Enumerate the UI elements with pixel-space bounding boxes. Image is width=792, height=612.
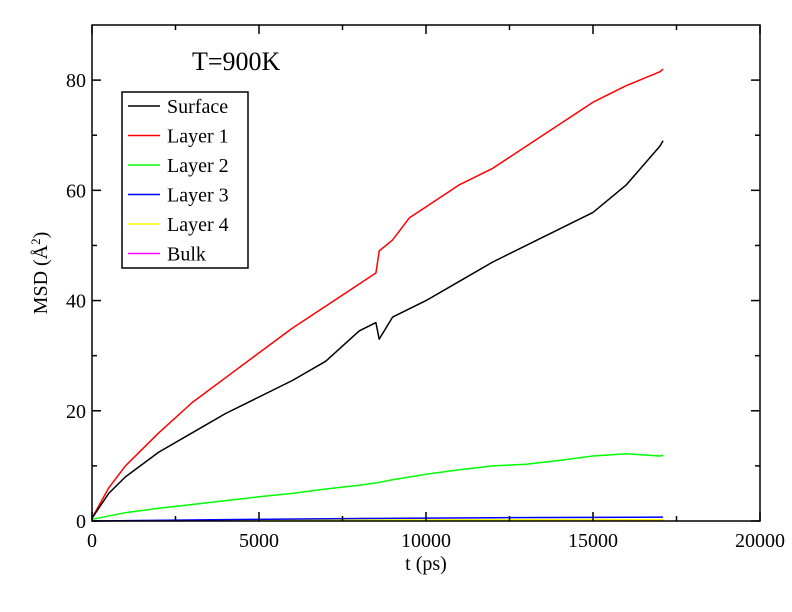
y-axis-label: MSD (Å2) — [28, 232, 53, 315]
legend: Surface Layer 1 Layer 2 Layer 3 Layer 4 Bulk — [121, 91, 249, 269]
legend-label: Layer 1 — [167, 126, 229, 148]
series-line-3 — [91, 516, 664, 522]
legend-label: Surface — [167, 96, 228, 118]
y-axis-label-main: MSD ( — [30, 259, 52, 314]
x-tick-label: 15000 — [568, 530, 618, 552]
y-tick-label: 80 — [66, 70, 86, 92]
y-axis-label-exp: 2 — [28, 238, 43, 245]
x-tick-label: 20000 — [735, 530, 785, 552]
series-line-1 — [91, 68, 664, 519]
legend-box — [121, 91, 249, 269]
series-line-2 — [91, 453, 664, 521]
legend-label: Layer 2 — [167, 155, 229, 177]
y-axis-label-close: ) — [30, 232, 52, 239]
chart-annotation: T=900K — [192, 47, 281, 76]
y-tick-label: 0 — [76, 511, 86, 533]
y-tick-label: 40 — [66, 291, 86, 313]
ticks-layer: 0 5000 10000 15000 20000 0 20 40 60 80 — [66, 25, 785, 552]
y-tick-label: 60 — [66, 180, 86, 202]
x-tick-label: 0 — [87, 530, 97, 552]
legend-label: Layer 3 — [167, 185, 229, 207]
y-axis-label-group: MSD (Å2) — [28, 232, 53, 315]
legend-items: Surface Layer 1 Layer 2 Layer 3 Layer 4 Bulk — [128, 96, 229, 266]
series-line-0 — [91, 140, 664, 519]
x-tick-label: 5000 — [239, 530, 279, 552]
y-axis-label-unit: Å — [30, 244, 52, 259]
y-tick-label: 20 — [66, 401, 86, 423]
legend-label: Bulk — [167, 244, 206, 266]
legend-label: Layer 4 — [167, 214, 229, 236]
x-axis-label: t (ps) — [405, 553, 447, 575]
x-tick-label: 10000 — [401, 530, 451, 552]
